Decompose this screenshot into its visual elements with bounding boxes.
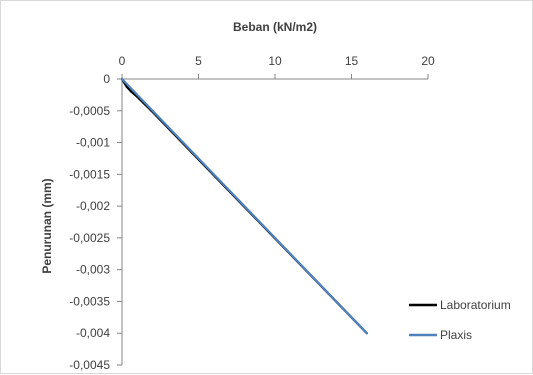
x-tick-label: 0 bbox=[119, 54, 126, 68]
x-axis-title: Beban (kN/m2) bbox=[233, 20, 317, 34]
y-tick-label: -0,0015 bbox=[69, 167, 110, 181]
x-tick-label: 5 bbox=[195, 54, 202, 68]
y-tick-label: 0 bbox=[103, 72, 110, 86]
y-tick-label: -0,0025 bbox=[69, 231, 110, 245]
legend: Laboratorium Plaxis bbox=[409, 298, 511, 342]
series-line-plaxis bbox=[120, 77, 368, 335]
x-tick-label: 10 bbox=[268, 54, 282, 68]
y-axis-title: Penurunan (mm) bbox=[40, 178, 54, 273]
y-tick-label: -0,0035 bbox=[69, 294, 110, 308]
y-tick-label: -0,0005 bbox=[69, 104, 110, 118]
y-ticks: 0 -0,0005 -0,001 -0,0015 -0,002 -0,0025 -0,003… bbox=[69, 72, 122, 372]
x-tick-label: 15 bbox=[345, 54, 359, 68]
series-layer bbox=[120, 77, 368, 335]
y-tick-label: -0,001 bbox=[76, 136, 110, 150]
x-tick-label: 20 bbox=[421, 54, 435, 68]
y-tick-label: -0,002 bbox=[76, 199, 110, 213]
axes bbox=[121, 78, 428, 365]
x-ticks: 0 5 10 15 20 bbox=[119, 54, 435, 79]
legend-label-plaxis: Plaxis bbox=[440, 328, 472, 342]
y-tick-label: -0,004 bbox=[76, 326, 110, 340]
y-tick-label: -0,0045 bbox=[69, 358, 110, 372]
y-tick-label: -0,003 bbox=[76, 263, 110, 277]
legend-label-laboratorium: Laboratorium bbox=[440, 298, 511, 312]
